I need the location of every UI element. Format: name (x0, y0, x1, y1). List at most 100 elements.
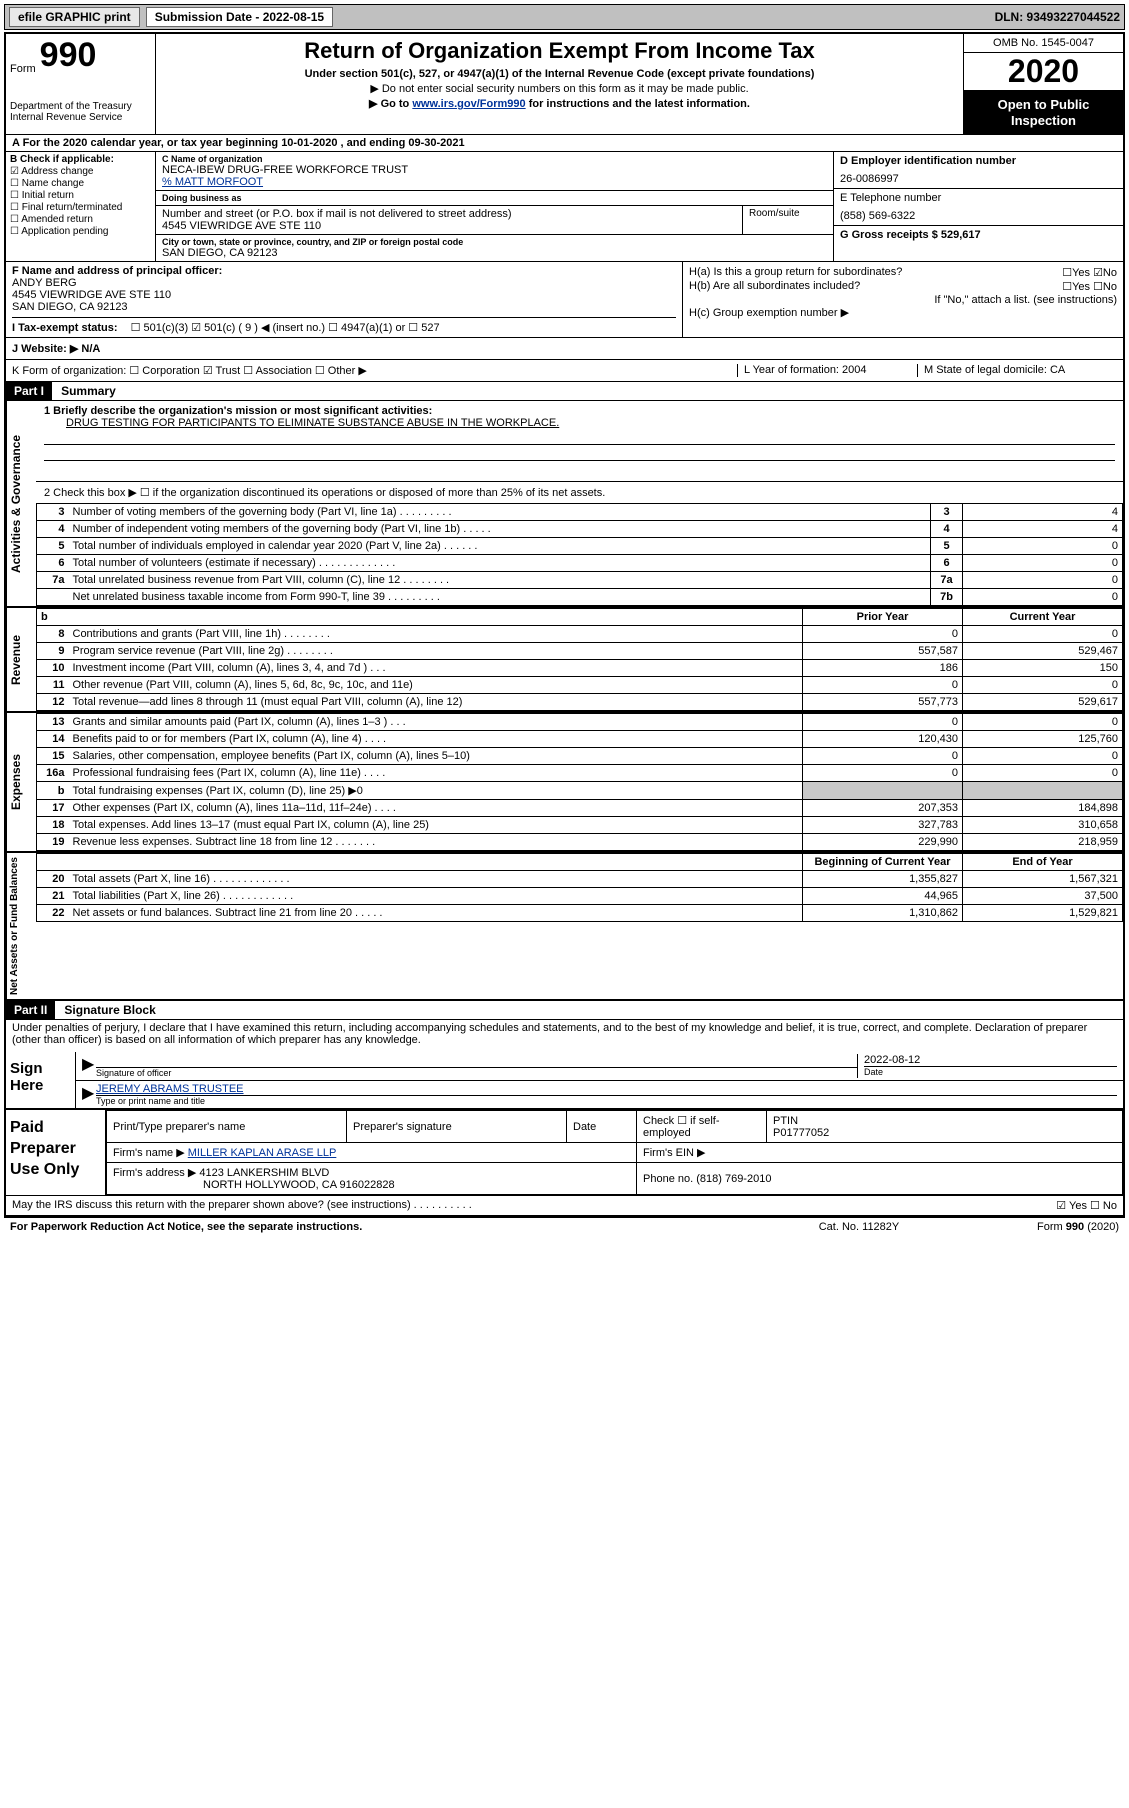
chk-final-return[interactable]: ☐ Final return/terminated (10, 202, 151, 213)
sig-officer-label: Signature of officer (96, 1068, 857, 1078)
irs-label: Internal Revenue Service (10, 112, 151, 123)
box-f: F Name and address of principal officer:… (6, 262, 683, 337)
table-row: 7a Total unrelated business revenue from… (37, 572, 1123, 589)
expenses-table: 13 Grants and similar amounts paid (Part… (36, 713, 1123, 851)
table-row: 18 Total expenses. Add lines 13–17 (must… (37, 817, 1123, 834)
ptin-cell: PTINP01777052 (767, 1111, 1123, 1143)
netassets-table: Beginning of Current Year End of Year20 … (36, 853, 1123, 922)
top-toolbar: efile GRAPHIC print Submission Date - 20… (4, 4, 1125, 30)
care-of-link[interactable]: % MATT MORFOOT (162, 176, 263, 188)
officer-addr1: 4545 VIEWRIDGE AVE STE 110 (12, 289, 676, 301)
revenue-table: b Prior Year Current Year8 Contributions… (36, 608, 1123, 711)
sign-here-row: Sign Here ▶ Signature of officer 2022-08… (6, 1052, 1123, 1109)
box-g: G Gross receipts $ 529,617 (834, 226, 1123, 244)
self-employed-check[interactable]: Check ☐ if self-employed (637, 1111, 767, 1143)
table-header-row: Beginning of Current Year End of Year (37, 854, 1123, 871)
expenses-label: Expenses (6, 713, 25, 851)
governance-section: Activities & Governance 1 Briefly descri… (6, 401, 1123, 608)
governance-table: 3 Number of voting members of the govern… (36, 503, 1123, 606)
cat-no: Cat. No. 11282Y (759, 1221, 959, 1233)
officer-addr2: SAN DIEGO, CA 92123 (12, 301, 676, 313)
room-suite: Room/suite (743, 206, 833, 234)
table-row: 14 Benefits paid to or for members (Part… (37, 731, 1123, 748)
revenue-section: Revenue b Prior Year Current Year8 Contr… (6, 608, 1123, 713)
h-c: H(c) Group exemption number ▶ (689, 306, 1117, 319)
phone-value: (858) 569-6322 (840, 210, 1117, 222)
table-row: 15 Salaries, other compensation, employe… (37, 748, 1123, 765)
form-990-container: Form 990 Department of the Treasury Inte… (4, 32, 1125, 1218)
table-row: 10 Investment income (Part VIII, column … (37, 660, 1123, 677)
header-right: OMB No. 1545-0047 2020 Open to Public In… (963, 34, 1123, 134)
sign-here-label: Sign Here (6, 1052, 76, 1108)
firm-name-link[interactable]: MILLER KAPLAN ARASE LLP (188, 1147, 337, 1159)
box-d: D Employer identification number 26-0086… (834, 152, 1123, 189)
omb-number: OMB No. 1545-0047 (964, 34, 1123, 53)
line-k: K Form of organization: ☐ Corporation ☑ … (6, 360, 1123, 382)
city-row: City or town, state or province, country… (156, 235, 833, 261)
prep-name-header: Print/Type preparer's name (107, 1111, 347, 1143)
paid-preparer-section: Paid Preparer Use Only Print/Type prepar… (6, 1109, 1123, 1196)
table-row: 12 Total revenue—add lines 8 through 11 … (37, 694, 1123, 711)
table-row: 22 Net assets or fund balances. Subtract… (37, 905, 1123, 922)
line-j-website: J Website: ▶ N/A (6, 338, 1123, 360)
prep-sig-header: Preparer's signature (347, 1111, 567, 1143)
table-row: 4 Number of independent voting members o… (37, 521, 1123, 538)
revenue-label: Revenue (6, 608, 25, 711)
form-organization: K Form of organization: ☐ Corporation ☑ … (12, 364, 737, 377)
chk-initial-return[interactable]: ☐ Initial return (10, 190, 151, 201)
paperwork-notice: For Paperwork Reduction Act Notice, see … (10, 1221, 759, 1233)
irs-link[interactable]: www.irs.gov/Form990 (412, 98, 525, 110)
header-left: Form 990 Department of the Treasury Inte… (6, 34, 156, 134)
table-row: 11 Other revenue (Part VIII, column (A),… (37, 677, 1123, 694)
dln-text: DLN: 93493227044522 (995, 10, 1120, 24)
netassets-section: Net Assets or Fund Balances Beginning of… (6, 853, 1123, 1001)
form-word: Form (10, 63, 36, 75)
firm-name-cell: Firm's name ▶ MILLER KAPLAN ARASE LLP (107, 1143, 637, 1163)
h-a-answer: ☐Yes ☑No (1062, 266, 1117, 279)
part1-title: Summary (55, 382, 122, 400)
chk-name-change[interactable]: ☐ Name change (10, 178, 151, 189)
table-row: Net unrelated business taxable income fr… (37, 589, 1123, 606)
section-bcd: B Check if applicable: ☑ Address change … (6, 152, 1123, 262)
chk-application-pending[interactable]: ☐ Application pending (10, 226, 151, 237)
irs-discuss-row: May the IRS discuss this return with the… (6, 1196, 1123, 1216)
chk-address-change[interactable]: ☑ Address change (10, 166, 151, 177)
org-name: NECA-IBEW DRUG-FREE WORKFORCE TRUST (162, 164, 827, 176)
open-to-public: Open to Public Inspection (964, 91, 1123, 134)
expenses-section: Expenses 13 Grants and similar amounts p… (6, 713, 1123, 853)
table-row: 8 Contributions and grants (Part VIII, l… (37, 626, 1123, 643)
perjury-statement: Under penalties of perjury, I declare th… (6, 1020, 1123, 1052)
tax-exempt-options: ☐ 501(c)(3) ☑ 501(c) ( 9 ) ◀ (insert no.… (131, 322, 440, 334)
part1-header-row: Part I Summary (6, 382, 1123, 401)
table-row: 17 Other expenses (Part IX, column (A), … (37, 800, 1123, 817)
table-row: 13 Grants and similar amounts paid (Part… (37, 714, 1123, 731)
year-formation: L Year of formation: 2004 (737, 364, 917, 377)
firm-ein-cell: Firm's EIN ▶ (637, 1143, 1123, 1163)
part2-badge: Part II (6, 1001, 55, 1019)
mission-block: 1 Briefly describe the organization's mi… (36, 401, 1123, 482)
type-print-label: Type or print name and title (96, 1096, 1117, 1106)
paid-preparer-label: Paid Preparer Use Only (6, 1110, 106, 1195)
part2-header-row: Part II Signature Block (6, 1001, 1123, 1020)
org-name-row: C Name of organization NECA-IBEW DRUG-FR… (156, 152, 833, 191)
table-row: 6 Total number of volunteers (estimate i… (37, 555, 1123, 572)
firm-address-cell: Firm's address ▶ 4123 LANKERSHIM BLVD NO… (107, 1163, 637, 1195)
box-c: C Name of organization NECA-IBEW DRUG-FR… (156, 152, 833, 261)
box-deg: D Employer identification number 26-0086… (833, 152, 1123, 261)
city-state-zip: SAN DIEGO, CA 92123 (162, 247, 827, 259)
table-row: 16a Professional fundraising fees (Part … (37, 765, 1123, 782)
sig-date: 2022-08-12 (864, 1054, 1117, 1067)
table-row: 21 Total liabilities (Part X, line 26) .… (37, 888, 1123, 905)
efile-print-button[interactable]: efile GRAPHIC print (9, 7, 140, 27)
section-fh: F Name and address of principal officer:… (6, 262, 1123, 338)
part2-title: Signature Block (58, 1001, 161, 1019)
chk-amended-return[interactable]: ☐ Amended return (10, 214, 151, 225)
prep-date-header: Date (567, 1111, 637, 1143)
tax-year: 2020 (964, 53, 1123, 91)
form-number: 990 (40, 36, 97, 75)
officer-name-link[interactable]: JEREMY ABRAMS TRUSTEE (96, 1083, 244, 1095)
submission-date-button[interactable]: Submission Date - 2022-08-15 (146, 7, 333, 27)
table-header-row: b Prior Year Current Year (37, 609, 1123, 626)
table-row: 3 Number of voting members of the govern… (37, 504, 1123, 521)
box-b-label: B Check if applicable: (10, 154, 151, 165)
